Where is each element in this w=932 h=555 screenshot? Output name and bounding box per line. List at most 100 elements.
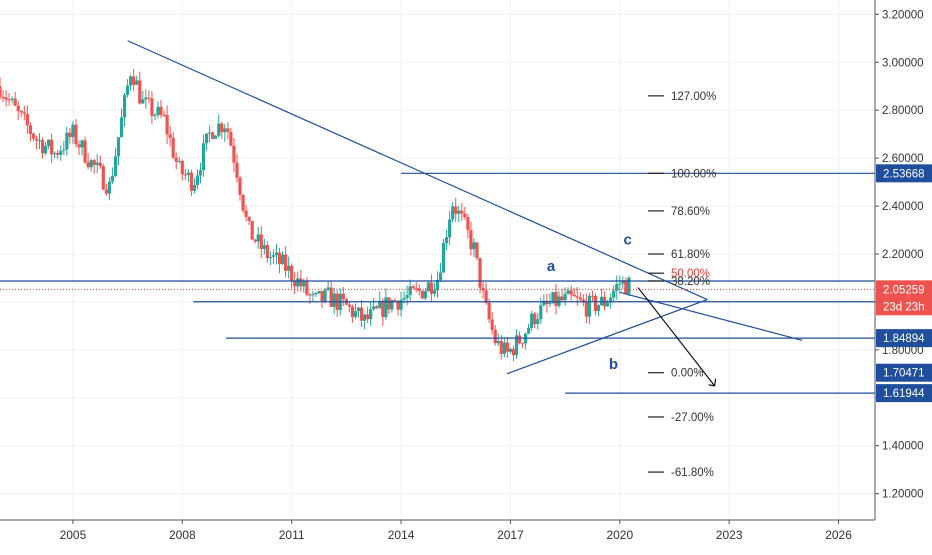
candle-body [201,143,206,171]
candle-body [132,76,136,85]
candle-body [259,234,263,249]
candle-body [71,124,75,138]
candle-body [89,160,93,168]
candle-body [514,335,519,356]
candle-body [153,115,157,117]
candle-body [107,181,111,194]
candle-body [311,294,315,296]
candle-body [399,299,403,310]
candle-body [578,297,582,300]
candle-body [469,229,473,250]
price-badge-1-70471: 1.70471 [883,368,925,380]
candle-body [217,123,221,136]
candle-body [408,286,412,296]
candle-body [527,327,531,334]
price-badge-1-61944-bg [876,384,932,403]
candle-body [484,290,488,303]
candle-body [581,299,585,303]
candle-body [7,99,11,101]
candle-body [198,170,203,176]
candles [0,69,631,362]
candle-body [174,157,178,162]
candle-body [226,128,230,132]
candle-body [329,287,333,308]
candle-body [417,288,421,291]
candle-body [466,217,470,230]
candle-body [384,297,388,318]
price-badge-1-84894: 1.84894 [883,333,925,345]
y-tick-label: 2.20000 [882,249,924,261]
candle-body [183,174,187,176]
candle-body [475,242,479,259]
candle-body [241,194,245,211]
candle-body [25,113,29,126]
y-tick-label: 1.40000 [882,441,924,453]
candle-body [463,213,467,218]
candle-body [177,161,181,163]
candle-body [98,162,102,167]
candle-body [141,99,145,104]
drawings [0,40,875,394]
candle-body [47,139,51,146]
candle-body [95,162,99,165]
candle-body [119,117,124,138]
candle-body [569,290,573,295]
candle-body [101,166,105,190]
x-axis-bg [0,520,932,550]
candle-body [211,132,215,139]
candle-body [584,302,588,317]
candle-body [19,111,23,113]
candle-body [426,282,430,292]
candle-body [113,156,118,176]
candle-body [596,305,601,312]
wave-labels: a b c [547,231,632,373]
candle-body [110,175,115,182]
candle-body [366,314,370,320]
candle-body [429,282,434,294]
price-badge-1-70471-bg [876,363,932,382]
candle-body [235,162,239,178]
candle-body [533,313,537,325]
candle-body [135,80,139,85]
candle-body [189,172,194,191]
candle-body [147,97,151,99]
candle-body [590,295,595,297]
candle-body [250,220,254,240]
candle-body [396,301,400,310]
candle-body [575,296,579,298]
candle-body [493,329,497,344]
candle-body [290,265,294,281]
candle-body [454,206,458,214]
candle-body [22,112,26,114]
candle-body [271,255,276,257]
candle-body [390,300,394,310]
candle-body [268,256,272,259]
candle-body [40,140,45,154]
candle-body [74,124,78,145]
candle-body [551,292,555,304]
candle-body [508,348,513,352]
candle-body [305,281,309,295]
candle-body [593,295,598,312]
candle-body [350,306,355,317]
candle-body [378,300,382,309]
price-badge-1-84894-bg [876,329,932,348]
candle-body [572,294,576,297]
candle-body [244,210,248,217]
candle-body [129,76,133,86]
candle-body [283,254,288,271]
candle-body [478,258,482,288]
candle-body [369,309,373,320]
wave-label-a: a [547,258,556,275]
candle-body [223,128,227,133]
candle-body [387,297,391,310]
x-tick-label: 2011 [279,528,305,542]
candle-body [37,140,42,142]
candle-body [171,137,175,158]
fib-label: 127.00% [671,91,716,103]
candle-body [238,177,242,195]
candle-body [256,234,260,242]
price-badge-2-53668-bg [876,164,932,183]
